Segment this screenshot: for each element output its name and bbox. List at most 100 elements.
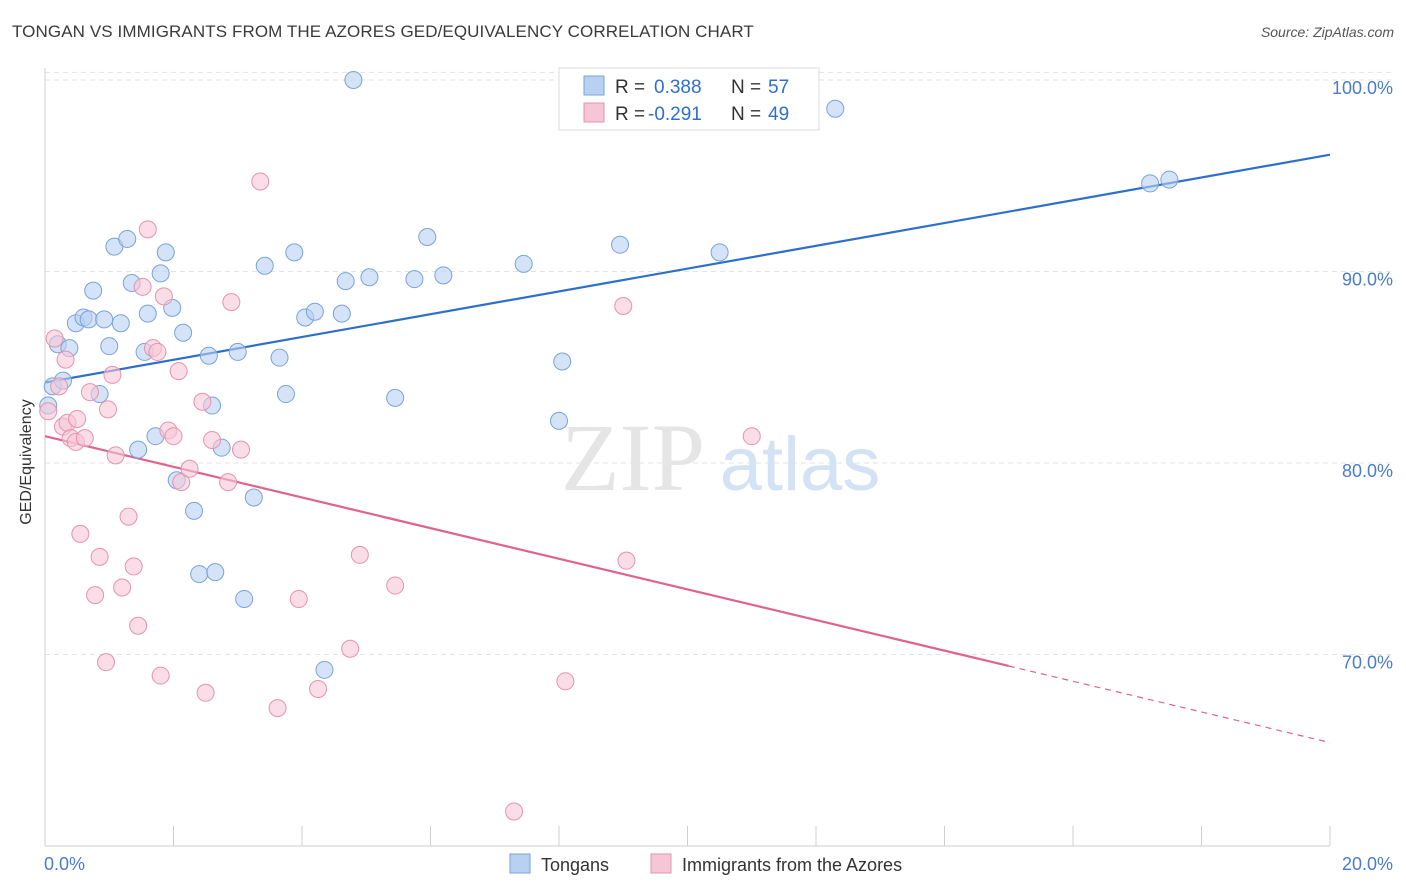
azores-point <box>614 296 633 315</box>
azores-point <box>98 400 117 419</box>
stats-swatch-tongans <box>583 75 605 96</box>
azores-point <box>119 507 138 526</box>
chart-title: TONGAN VS IMMIGRANTS FROM THE AZORES GED… <box>12 22 754 41</box>
x-tick-label: 0.0% <box>44 854 85 874</box>
azores-point <box>129 616 148 635</box>
tongan-point <box>174 323 193 342</box>
azores-point <box>169 362 188 381</box>
azores-point <box>742 427 761 446</box>
azores-point <box>386 576 405 595</box>
tongan-point <box>710 243 729 262</box>
tongan-point <box>336 272 355 291</box>
tongan-point <box>553 352 572 371</box>
azores-point <box>309 679 328 698</box>
stats-n-label-2: N = <box>731 104 761 125</box>
tongan-point <box>405 270 424 289</box>
tongan-point <box>156 243 175 262</box>
azores-point <box>203 431 222 450</box>
tongan-point <box>826 99 845 118</box>
tongan-point <box>244 488 263 507</box>
azores-point <box>341 639 360 658</box>
stats-legend: R = 0.388 N = 57 R = -0.291 N = 49 <box>558 67 820 131</box>
tongan-point <box>285 243 304 262</box>
stats-r-label-1: R = <box>615 77 645 98</box>
azores-point <box>124 557 143 576</box>
tongan-point <box>255 256 274 275</box>
azores-point <box>90 547 109 566</box>
stats-r-value-1: 0.388 <box>654 77 702 98</box>
legend-label-azores: Immigrants from the Azores <box>682 855 902 875</box>
tongan-point <box>611 235 630 254</box>
stats-n-label-1: N = <box>731 77 761 98</box>
stats-n-value-2: 49 <box>768 104 789 125</box>
azores-point <box>289 589 308 608</box>
tongan-point <box>228 342 247 361</box>
watermark-zip: ZIP <box>561 404 705 511</box>
y-tick-label: 100.0% <box>1332 78 1393 98</box>
azores-point <box>50 377 69 396</box>
tongan-point <box>332 304 351 323</box>
tongans-trend-line <box>44 153 1331 384</box>
points <box>39 71 1179 821</box>
azores-trend-line <box>44 435 1010 668</box>
azores-point <box>180 459 199 478</box>
tongan-point <box>550 411 568 430</box>
azores-point <box>231 440 250 459</box>
azores-point <box>164 427 183 446</box>
azores-point <box>68 409 87 428</box>
tongan-point <box>235 589 254 608</box>
tongan-point <box>360 268 379 287</box>
tongan-point <box>151 264 170 283</box>
azores-point <box>80 383 99 402</box>
tongan-point <box>344 71 363 89</box>
tongan-point <box>199 346 218 365</box>
azores-point <box>556 672 575 691</box>
azores-point <box>505 802 524 821</box>
azores-point <box>617 551 636 570</box>
tongan-point <box>138 304 157 323</box>
azores-point <box>75 429 94 448</box>
tongan-point <box>315 660 334 679</box>
tongan-point <box>190 565 209 584</box>
series-legend: Tongans Immigrants from the Azores <box>509 853 902 875</box>
tongan-point <box>386 388 405 407</box>
azores-point <box>154 287 173 306</box>
azores-point <box>138 220 157 239</box>
tongan-point <box>1141 174 1160 193</box>
tongan-point <box>418 228 437 247</box>
azores-point <box>148 342 167 361</box>
azores-point <box>251 172 270 191</box>
y-axis-label-group: GED/Equivalency <box>18 399 35 524</box>
trend-lines <box>44 153 1331 744</box>
source-label: Source: ZipAtlas.com <box>1260 24 1394 40</box>
stats-n-value-1: 57 <box>768 77 789 98</box>
stats-r-value-2: -0.291 <box>648 104 702 125</box>
azores-point <box>172 473 191 492</box>
azores-point <box>97 653 116 672</box>
tongan-point <box>305 302 324 321</box>
legend-label-tongans: Tongans <box>541 855 609 875</box>
y-tick-label: 90.0% <box>1342 270 1393 290</box>
tongan-point <box>84 281 103 300</box>
azores-point <box>86 586 105 605</box>
azores-point <box>222 293 241 312</box>
grid <box>45 71 1392 655</box>
azores-point <box>103 365 122 384</box>
tongan-point <box>95 310 114 329</box>
tongans-points <box>39 71 1179 679</box>
stats-r-label-2: R = <box>615 104 645 125</box>
x-tick-label: 20.0% <box>1342 854 1393 874</box>
legend-swatch-azores <box>650 853 672 874</box>
azores-point <box>56 350 75 369</box>
azores-point <box>350 545 369 564</box>
y-tick-label: 80.0% <box>1342 461 1393 481</box>
stats-swatch-azores <box>583 102 605 123</box>
azores-point <box>219 473 238 492</box>
azores-point <box>133 277 152 296</box>
azores-point <box>193 392 212 411</box>
tongan-point <box>276 385 295 404</box>
azores-trend-line-dashed <box>1008 665 1331 744</box>
azores-point <box>39 402 58 421</box>
y-axis-label: GED/Equivalency <box>18 399 35 524</box>
